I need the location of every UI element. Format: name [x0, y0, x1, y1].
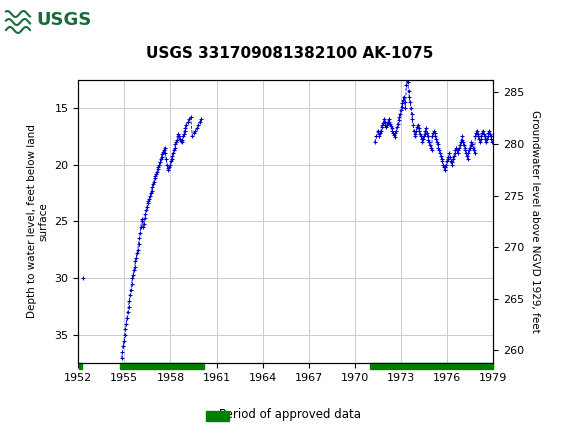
- Text: USGS: USGS: [36, 11, 92, 29]
- Bar: [370, 363, 493, 369]
- Bar: [120, 363, 204, 369]
- Bar: [79, 363, 82, 369]
- Y-axis label: Depth to water level, feet below land
surface: Depth to water level, feet below land su…: [27, 125, 49, 318]
- Text: Period of approved data: Period of approved data: [219, 408, 361, 421]
- FancyBboxPatch shape: [4, 4, 76, 36]
- Text: USGS 331709081382100 AK-1075: USGS 331709081382100 AK-1075: [146, 46, 434, 61]
- Y-axis label: Groundwater level above NGVD 1929, feet: Groundwater level above NGVD 1929, feet: [530, 110, 539, 333]
